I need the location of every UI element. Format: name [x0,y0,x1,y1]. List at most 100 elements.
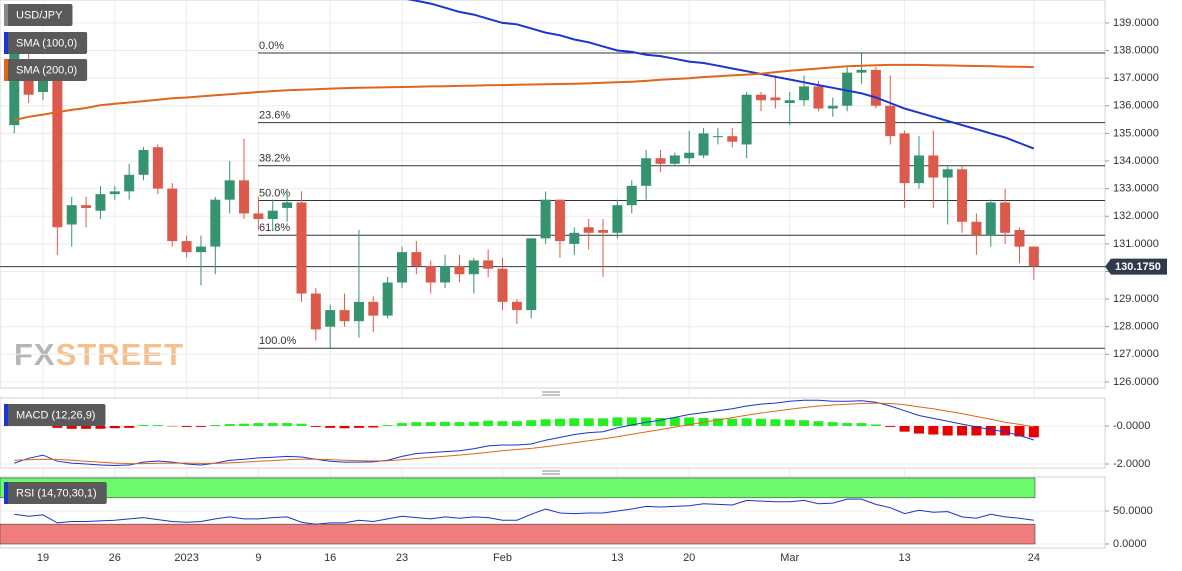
y-tick-label: 133.0000 [1113,183,1159,195]
macd-histogram-bar [353,425,364,428]
macd-histogram-bar [942,425,953,436]
candle-body [684,152,695,159]
macd-histogram-bar [224,424,235,426]
x-tick-label: Mar [780,552,799,564]
y-tick-label: 138.0000 [1113,44,1159,56]
candle-body [296,202,307,294]
candle-body [267,210,278,219]
x-tick-label: 24 [1028,552,1040,564]
y-tick-label: 136.0000 [1113,100,1159,112]
candle-body [425,265,436,283]
macd-histogram-bar [339,425,350,429]
candle-body [52,80,63,228]
indicator-tag-box [4,404,106,426]
candle-body [741,94,752,145]
y-tick-label: 132.0000 [1113,210,1159,222]
indicator-tag-swatch [4,482,8,504]
candle-body [454,265,465,275]
y-tick-label: 134.0000 [1113,155,1159,167]
legend-entry-swatch [4,32,8,54]
macd-histogram-bar [440,421,451,426]
candle-body [928,155,939,178]
candle-body [138,149,149,175]
y-tick-label: -2.0000 [1113,458,1150,470]
last-price-label: 130.1750 [1115,261,1161,273]
candle-body [1028,246,1039,266]
candle-body [397,252,407,283]
macd-histogram-bar [655,417,666,426]
last-price-pointer [1105,258,1167,275]
candle-body [167,188,178,242]
legend-entry-box [4,59,88,81]
fib-label: 38.2% [259,153,290,165]
indicator-tag-swatch [4,404,8,426]
macd-histogram-bar [583,418,594,426]
x-tick-label: 16 [324,552,336,564]
y-tick-label: 139.0000 [1113,17,1159,29]
indicator-tag-label: RSI (14,70,30,1) [16,487,97,499]
candle-body [856,69,867,73]
legend-entry: SMA (100,0) [4,32,88,54]
macd-histogram-bar [741,418,752,426]
candle-body [210,199,221,247]
candle-body [224,180,235,200]
x-tick-label: 20 [683,552,695,564]
y-tick-label: 131.0000 [1113,238,1159,250]
candle-body [899,133,910,184]
candle-body [239,180,250,214]
fib-label: 23.6% [259,110,290,122]
macd-histogram-bar [52,425,63,428]
fib-label: 50.0% [259,187,290,199]
candle-body [942,169,953,178]
candle-body [9,53,20,126]
rsi-band [0,523,1036,545]
macd-histogram-bar [799,420,810,426]
macd-histogram-bar [511,421,522,426]
macd-histogram-bar [454,422,465,426]
macd-histogram-bar [210,425,221,426]
indicator-tag-box [4,482,107,504]
macd-histogram-bar [1028,425,1039,438]
candle-body [583,227,594,233]
candle-body [913,155,924,184]
macd-histogram-bar [66,425,77,429]
candle-body [353,301,364,322]
macd-histogram-bar [195,425,206,427]
plot-area: 0.0% 23.6% 38.2% 50.0% 61.8% 100.0% [0,0,1105,383]
y-tick-label: -0.0000 [1113,420,1150,432]
macd-histogram-bar [554,418,565,426]
macd-histogram-bar [612,417,623,426]
candle-body [1014,230,1025,247]
candle-body [612,205,623,233]
macd-histogram-bar [770,419,781,426]
x-tick-label: 13 [611,552,623,564]
candle-body [598,230,609,233]
candle-body [511,301,522,311]
candle-body [339,310,350,322]
y-tick-label: 127.0000 [1113,348,1159,360]
candle-body [152,147,163,189]
candle-body [784,100,795,104]
candle-body [727,136,738,142]
macd-histogram-bar [727,418,738,426]
macd-histogram-bar [827,422,838,426]
macd-histogram-bar [756,418,766,426]
panel-handle[interactable] [542,391,560,475]
macd-histogram-bar [598,418,609,426]
rsi-band [0,477,1036,499]
macd-histogram-bar [138,425,149,426]
plot-area [0,477,1105,545]
candle-body [554,199,565,242]
macd-histogram-bar [109,425,120,429]
legend-entry-swatch [4,59,8,81]
x-tick-label: 23 [396,552,408,564]
x-tick-label: 9 [255,552,261,564]
candle-body [468,260,479,275]
y-tick-label: 126.0000 [1113,376,1159,388]
symbol-tag-label: USD/JPY [16,9,63,21]
x-tick-label: 19 [37,552,49,564]
fib-label: 100.0% [259,335,297,347]
x-tick-label: 13 [898,552,910,564]
macd-histogram-bar [497,421,508,426]
